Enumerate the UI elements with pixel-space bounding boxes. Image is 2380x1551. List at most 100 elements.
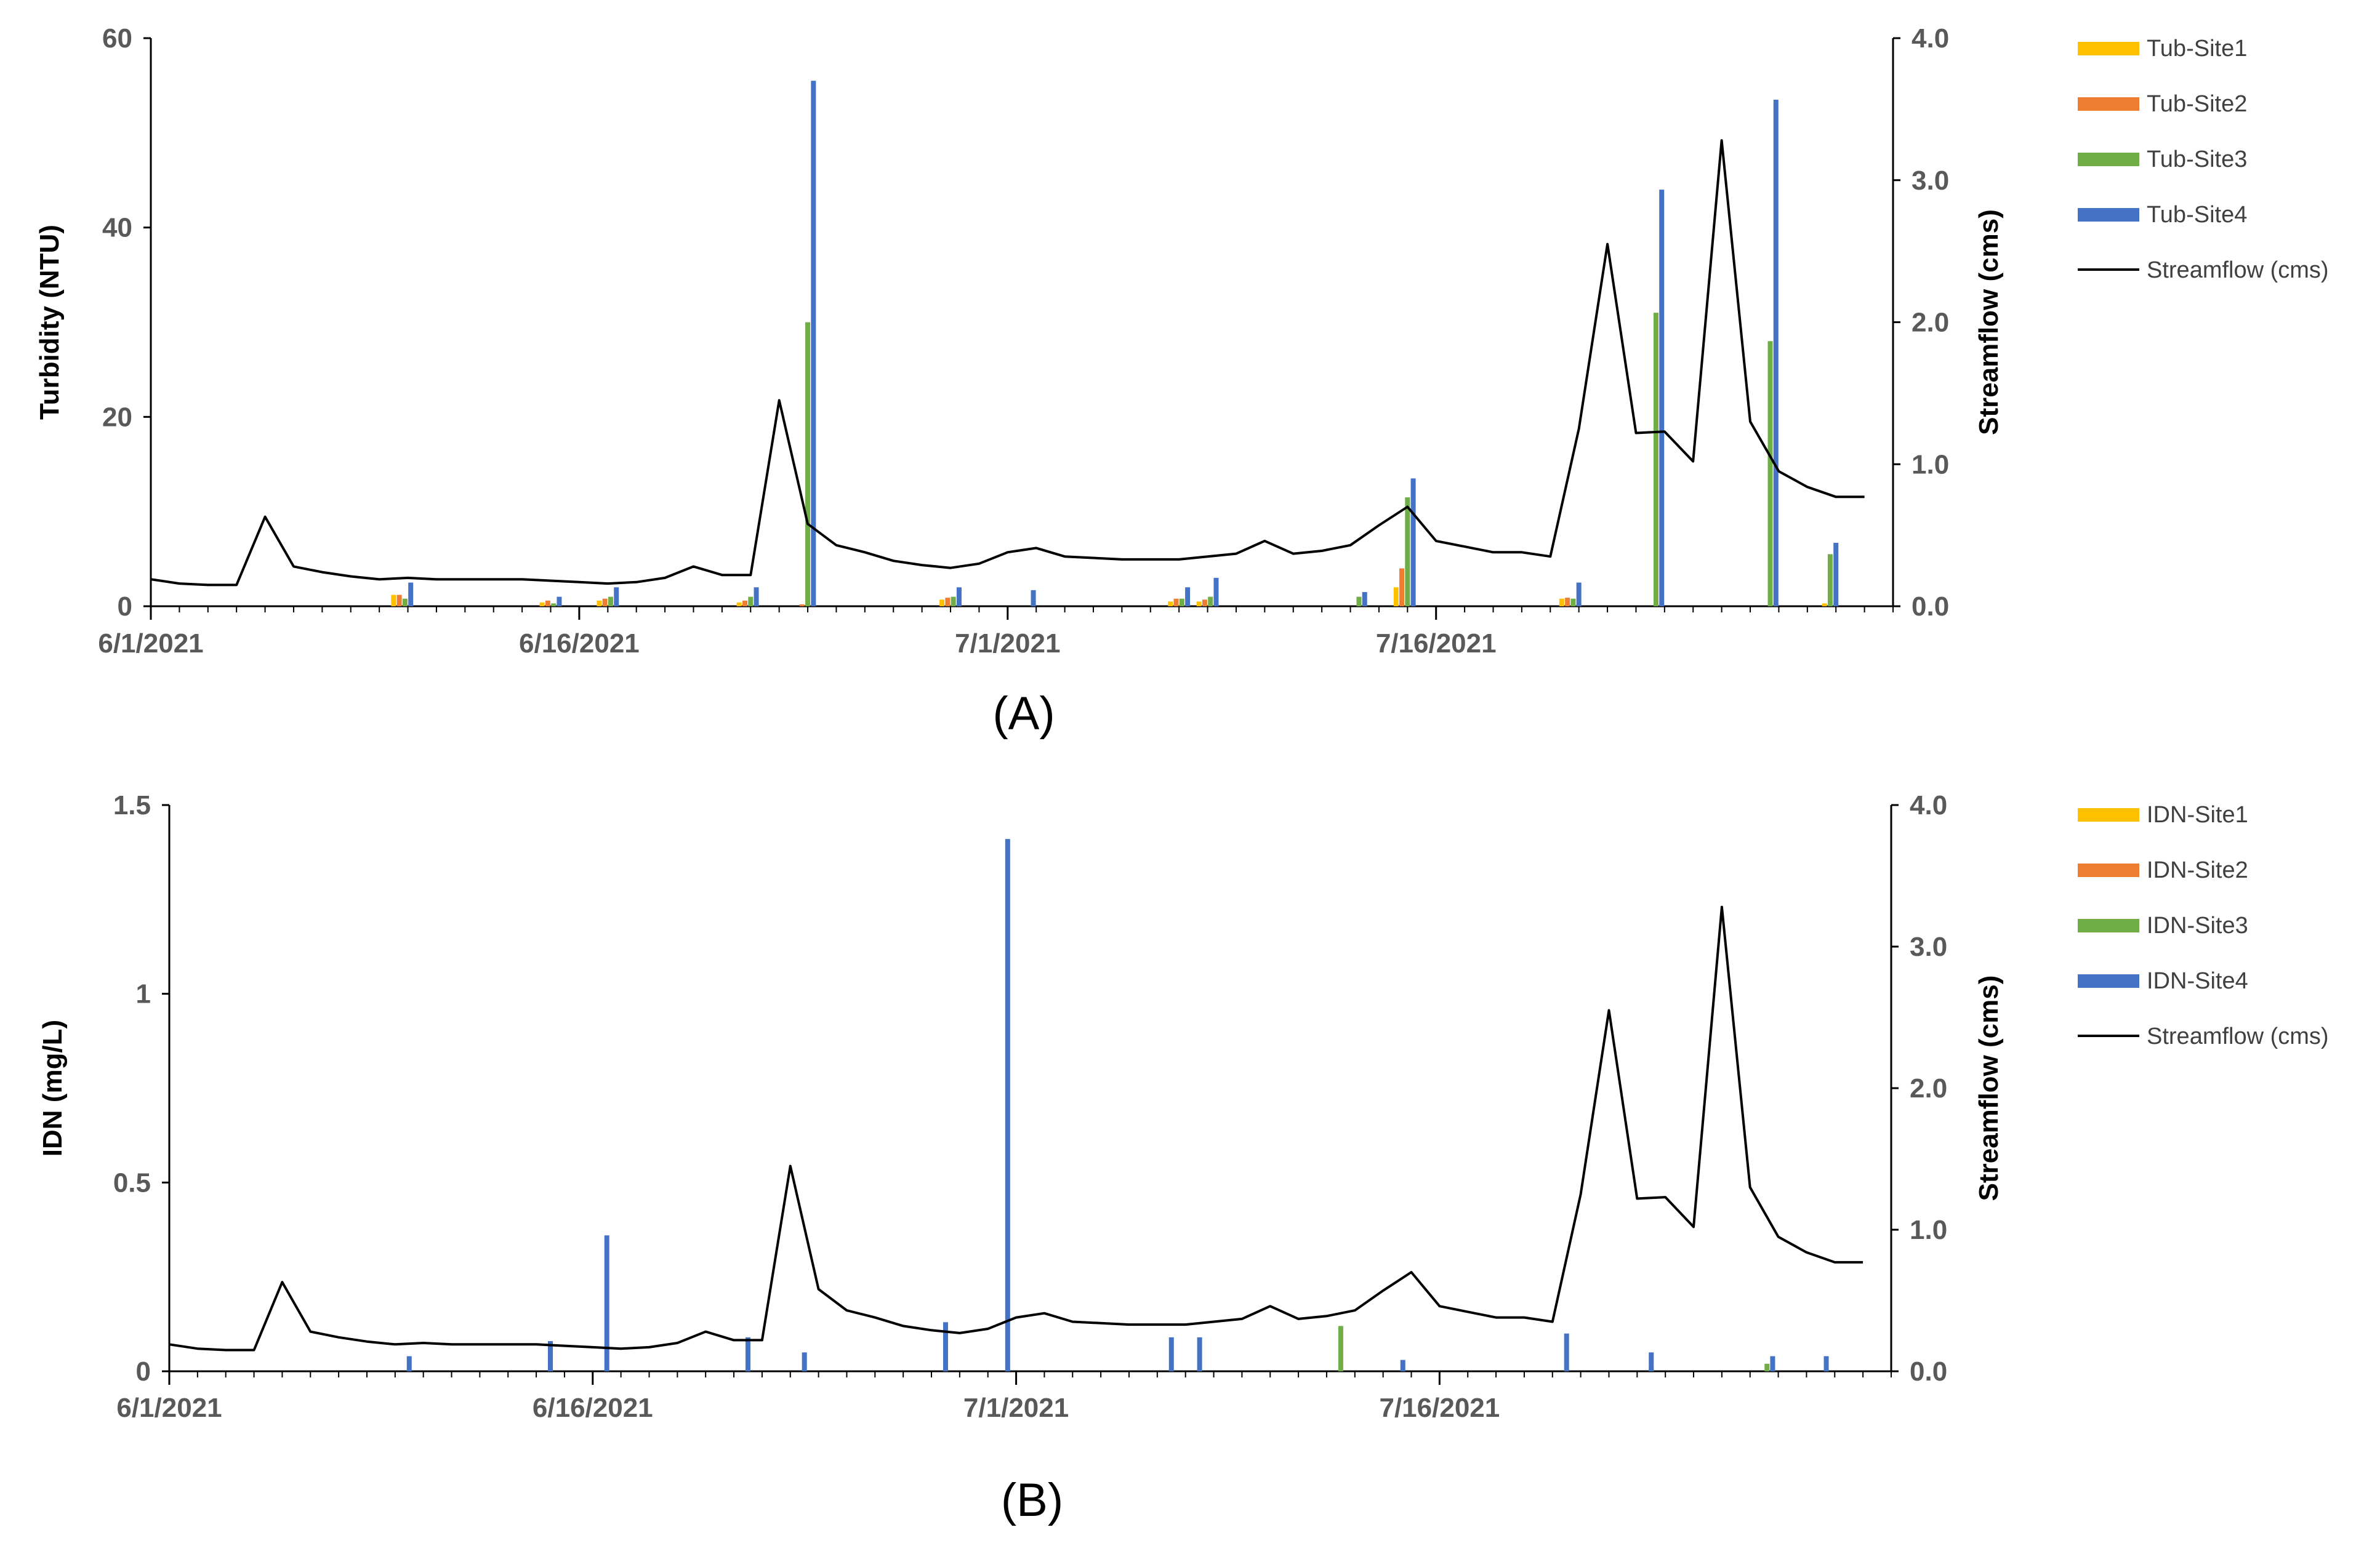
x-tick-label: 6/1/2021 — [116, 1393, 222, 1423]
bar-idn-site4 — [1400, 1360, 1405, 1371]
x-tick-label: 7/1/2021 — [955, 628, 1060, 659]
y-tick-label: 1.5 — [113, 790, 151, 820]
y2-tick-label: 3.0 — [1910, 932, 1947, 962]
y2-tick-label: 4.0 — [1912, 23, 1949, 54]
bar-tub-site3 — [608, 596, 613, 606]
y-axis-title: IDN (mg/L) — [38, 1020, 68, 1156]
bar-tub-site4 — [754, 587, 759, 606]
bar-tub-site2 — [1173, 598, 1179, 606]
y2-tick-label: 1.0 — [1910, 1215, 1947, 1245]
bar-tub-site2 — [799, 604, 805, 606]
bar-tub-site4 — [1185, 587, 1191, 606]
bar-tub-site3 — [1208, 596, 1213, 606]
y-tick-label: 0.5 — [113, 1168, 151, 1198]
bar-idn-site4 — [943, 1322, 948, 1371]
legend-label: IDN-Site4 — [2147, 968, 2248, 994]
bar-tub-site3 — [748, 596, 754, 606]
bar-tub-site2 — [1399, 568, 1405, 606]
bar-tub-site4 — [1833, 542, 1839, 606]
bar-tub-site4 — [1659, 190, 1665, 607]
y2-tick-label: 0.0 — [1912, 591, 1949, 622]
bar-tub-site2 — [742, 600, 747, 606]
bar-idn-site4 — [1005, 839, 1010, 1371]
chart-b: 0 0.5 1 1.5 0.0 1.0 2.0 3.0 4.0 6/1/2021 6/16/2021… — [38, 790, 2329, 1526]
y-tick-label: 40 — [102, 213, 132, 243]
bar-tub-site4 — [557, 596, 562, 606]
legend-swatch — [2078, 864, 2139, 877]
bar-tub-site4 — [811, 81, 816, 607]
y2-tick-label: 3.0 — [1912, 166, 1949, 196]
bar-tub-site3 — [1653, 313, 1658, 606]
bar-idn-site3 — [1338, 1326, 1343, 1371]
bar-idn-site4 — [604, 1235, 609, 1371]
legend-label: Tub-Site3 — [2147, 146, 2247, 172]
legend-swatch — [2078, 208, 2139, 222]
bar-idn-site4 — [1564, 1333, 1569, 1371]
bar-tub-site4 — [1773, 99, 1779, 606]
y2-axis-title: Streamflow (cms) — [1974, 976, 2004, 1201]
x-tick-label: 7/1/2021 — [963, 1393, 1069, 1423]
bar-tub-site4 — [956, 587, 962, 606]
bar-idn-site4 — [1168, 1337, 1174, 1371]
bar-tub-site2 — [545, 600, 550, 606]
streamflow-line — [150, 139, 1865, 587]
y2-tick-label: 4.0 — [1910, 790, 1947, 820]
bar-tub-site3 — [1179, 598, 1184, 606]
y-tick-label: 20 — [102, 402, 132, 432]
legend-label: IDN-Site2 — [2147, 857, 2248, 883]
bar-tub-site2 — [1565, 598, 1570, 606]
legend-label: Tub-Site1 — [2147, 36, 2247, 62]
y2-tick-label: 2.0 — [1910, 1073, 1947, 1104]
bar-idn-site4 — [745, 1337, 750, 1371]
bar-tub-site2 — [945, 598, 951, 606]
panel-label: (B) — [1001, 1474, 1063, 1526]
x-tick-label: 7/16/2021 — [1376, 628, 1497, 659]
bar-tub-site3 — [1356, 596, 1362, 606]
legend-label: Tub-Site2 — [2147, 91, 2247, 117]
bar-tub-site4 — [408, 582, 414, 606]
bar-tub-site1 — [1822, 603, 1827, 606]
bar-tub-site4 — [1031, 590, 1036, 606]
bar-tub-site1 — [391, 595, 396, 606]
bar-tub-site1 — [539, 602, 545, 606]
bar-tub-site1 — [1393, 587, 1399, 606]
bar-tub-site4 — [614, 587, 619, 606]
legend-swatch — [2078, 97, 2139, 111]
x-tick-label: 7/16/2021 — [1379, 1393, 1500, 1423]
y2-tick-label: 0.0 — [1910, 1357, 1947, 1387]
legend-swatch — [2078, 42, 2139, 55]
bar-tub-site3 — [805, 322, 811, 606]
bar-tub-site3 — [1405, 497, 1410, 606]
bar-tub-site1 — [939, 599, 945, 606]
y2-axis-title: Streamflow (cms) — [1974, 209, 2004, 435]
y2-tick-label: 1.0 — [1912, 449, 1949, 479]
bar-tub-site3 — [1767, 341, 1773, 606]
legend-swatch — [2078, 153, 2139, 166]
legend-swatch — [2078, 808, 2139, 822]
y-axis-title: Turbidity (NTU) — [34, 225, 65, 420]
legend-label: IDN-Site3 — [2147, 913, 2248, 939]
panel-label: (A) — [992, 687, 1055, 740]
legend-swatch — [2078, 919, 2139, 932]
bar-tub-site4 — [1362, 591, 1367, 606]
x-tick-label: 6/16/2021 — [519, 628, 640, 659]
legend-label: IDN-Site1 — [2147, 802, 2248, 828]
bar-idn-site4 — [1823, 1356, 1829, 1371]
bar-idn-site4 — [1649, 1352, 1654, 1371]
bar-tub-site1 — [597, 600, 602, 606]
bar-idn-site3 — [1764, 1363, 1770, 1371]
bar-tub-site2 — [396, 595, 402, 606]
bar-idn-site4 — [802, 1352, 807, 1371]
y-tick-label: 60 — [102, 23, 132, 54]
bar-tub-site2 — [1202, 599, 1207, 606]
bar-tub-site3 — [551, 603, 557, 606]
bar-idn-site4 — [1770, 1356, 1775, 1371]
y-tick-label: 0 — [136, 1357, 151, 1387]
streamflow-line — [169, 905, 1863, 1352]
bar-tub-site1 — [1559, 598, 1564, 606]
legend-label: Streamflow (cms) — [2147, 257, 2329, 283]
bar-tub-site3 — [1827, 554, 1833, 606]
chart-a: 0 20 40 60 0.0 1.0 2.0 3.0 4.0 6/1/2021 6/16/2021 7… — [34, 23, 2329, 740]
bar-idn-site4 — [406, 1356, 412, 1371]
